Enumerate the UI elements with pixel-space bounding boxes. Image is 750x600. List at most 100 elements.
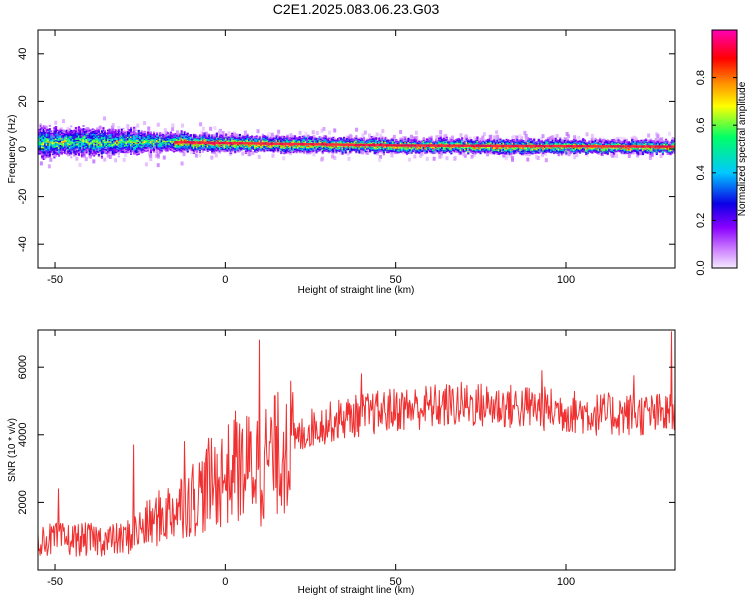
- spectrogram-cell: [83, 131, 87, 133]
- spectrogram-cell: [295, 149, 298, 152]
- spectrogram-cell: [120, 145, 123, 148]
- spectrogram-cell: [175, 139, 179, 141]
- spectrogram-cell: [91, 140, 94, 143]
- spectrogram-cell: [263, 138, 266, 140]
- spectrogram-cell: [212, 148, 215, 150]
- spectrogram-cell: [280, 146, 283, 149]
- spectrogram-cell: [264, 148, 268, 151]
- spectrogram-cell: [369, 149, 372, 152]
- spectrogram-cell: [237, 150, 240, 152]
- spectrogram-cell: [212, 137, 215, 140]
- spectrogram-cell: [106, 140, 110, 143]
- spectrogram-cell: [359, 137, 363, 139]
- spectrogram-cell: [330, 137, 333, 139]
- spectrogram-cell: [255, 141, 258, 143]
- spectrogram-cell: [108, 143, 111, 146]
- spectrogram-cell: [62, 129, 65, 131]
- spectrogram-cell: [56, 133, 59, 136]
- spectrogram-cell: [315, 131, 319, 136]
- spectrogram-cell: [156, 136, 159, 138]
- spectrogram-cell: [42, 135, 45, 138]
- spectrogram-cell: [123, 147, 126, 149]
- spectrogram-cell: [162, 136, 165, 138]
- spectrogram-cell: [51, 148, 54, 150]
- spectrogram-cell: [93, 139, 96, 141]
- spectrogram-cell: [229, 144, 232, 147]
- spectrogram-cell: [211, 148, 214, 150]
- spectrogram-cell: [186, 137, 189, 139]
- spectrogram-cell: [310, 149, 313, 152]
- spectrogram-cell: [103, 144, 107, 147]
- spectrogram-cell: [231, 139, 234, 141]
- spectrogram-cell: [168, 149, 171, 151]
- spectrogram-cell: [238, 140, 241, 143]
- spectrogram-cell: [77, 140, 80, 143]
- spectrogram-cell: [154, 139, 157, 141]
- spectrogram-cell: [88, 129, 91, 132]
- spectrogram-cell: [284, 146, 287, 148]
- spectrogram-cell: [275, 137, 278, 139]
- spectrogram-cell: [215, 132, 218, 134]
- spectrogram-cell: [309, 148, 312, 151]
- spectrogram-cell: [125, 150, 128, 153]
- spectrogram-cell: [177, 146, 180, 148]
- spectrogram-cell: [186, 138, 189, 140]
- spectrogram-cell: [284, 140, 287, 142]
- spectrogram-cell: [346, 137, 349, 140]
- spectrogram-cell: [286, 147, 289, 150]
- spectrogram-cell: [358, 151, 361, 154]
- spectrogram-cell: [292, 140, 295, 142]
- spectrogram-cell: [134, 144, 137, 147]
- spectrogram-cell: [162, 134, 165, 137]
- spectrogram-cell: [80, 134, 84, 137]
- spectrogram-cell: [110, 140, 113, 142]
- spectrogram-cell: [192, 137, 195, 140]
- spectrogram-cell: [106, 149, 110, 151]
- spectrogram-cell: [90, 152, 93, 154]
- spectrogram-cell: [200, 137, 203, 139]
- spectrogram-cell: [197, 136, 200, 139]
- spectrogram-cell: [489, 134, 493, 139]
- spectrogram-cell: [82, 152, 85, 155]
- spectrogram-cell: [54, 127, 57, 130]
- spectrogram-cell: [182, 152, 186, 157]
- spectrogram-cell: [275, 149, 278, 151]
- spectrogram-cell: [96, 136, 99, 138]
- spectrogram-cell: [195, 151, 199, 153]
- spectrogram-cell: [192, 147, 195, 150]
- spectrogram-cell: [343, 136, 346, 139]
- spectrogram-cell: [165, 137, 168, 139]
- spectrogram-cell: [96, 133, 99, 136]
- spectrogram-cell: [59, 146, 62, 148]
- spectrogram-cell: [212, 149, 215, 152]
- spectrogram-cell: [332, 148, 335, 150]
- spectrogram-cell: [79, 146, 82, 149]
- spectrogram-cell: [200, 145, 203, 147]
- spectrogram-cell: [94, 143, 97, 146]
- spectrogram-cell: [225, 143, 228, 146]
- spectrogram-cell: [149, 134, 153, 137]
- spectrogram-cell: [100, 142, 103, 145]
- spectrogram-cell: [202, 148, 205, 151]
- spectrogram-cell: [85, 127, 88, 130]
- spectrogram-cell: [208, 147, 211, 149]
- spectrogram-cell: [64, 138, 67, 141]
- spectrogram-cell: [128, 148, 131, 151]
- spectrogram-cell: [186, 136, 189, 138]
- spectrogram-cell: [263, 139, 266, 142]
- spectrogram-cell: [51, 144, 54, 147]
- spectrogram-cell: [255, 151, 258, 153]
- spectrogram-cell: [200, 143, 203, 145]
- spectrogram-cell: [68, 141, 71, 143]
- spectrogram-cell: [114, 142, 117, 145]
- spectrogram-cell: [157, 141, 160, 144]
- spectrogram-cell: [105, 138, 108, 141]
- spectrogram-cell: [91, 151, 94, 154]
- spectrogram-cell: [283, 140, 286, 142]
- spectrogram-cell: [111, 151, 114, 153]
- spectrogram-cell: [88, 146, 91, 149]
- spectrogram-cell: [221, 150, 225, 152]
- spectrogram-cell: [38, 137, 41, 140]
- spectrogram-cell: [237, 139, 240, 141]
- spectrogram-cell: [310, 145, 313, 148]
